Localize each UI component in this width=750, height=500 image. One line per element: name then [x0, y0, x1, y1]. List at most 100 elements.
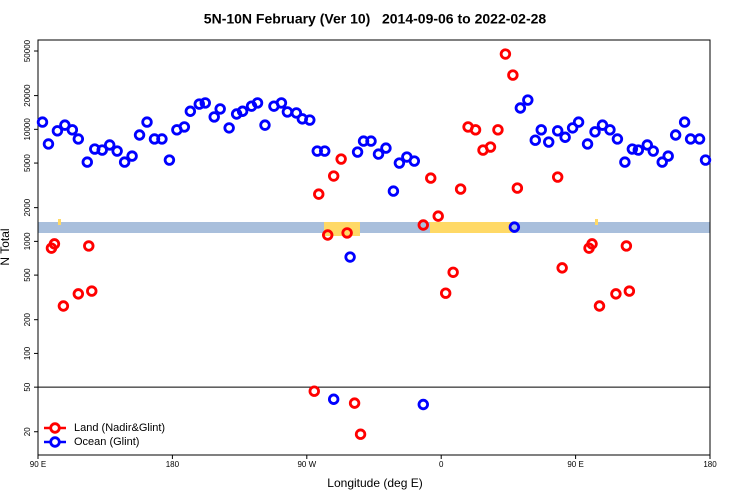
band-land [430, 222, 512, 233]
data-point [96, 144, 108, 156]
data-point [380, 142, 392, 154]
data-point [156, 133, 168, 145]
data-point [72, 288, 85, 300]
data-point [469, 124, 482, 136]
data-point [484, 141, 497, 153]
data-point [290, 107, 303, 119]
data-point [281, 106, 294, 118]
legend-marker [49, 436, 61, 448]
x-axis-label: Longitude (deg E) [327, 476, 422, 490]
data-point [439, 287, 452, 299]
data-point [327, 170, 340, 182]
data-point [556, 262, 568, 274]
y-tick-label: 2000 [23, 198, 32, 216]
data-point [693, 133, 706, 145]
data-point [559, 131, 571, 143]
legend-label: Land (Nadir&Glint) [74, 422, 165, 434]
data-point [344, 251, 356, 263]
x-tick-label: 180 [166, 460, 180, 469]
data-point [647, 145, 659, 157]
data-point [447, 266, 459, 278]
data-point [327, 393, 340, 405]
x-tick-label: 0 [439, 460, 444, 469]
data-point [251, 97, 264, 109]
data-point [492, 124, 504, 136]
data-point [699, 154, 712, 166]
data-point [387, 185, 400, 197]
data-point [632, 144, 645, 156]
data-point [193, 98, 205, 110]
data-point [365, 135, 377, 147]
data-point [620, 240, 633, 252]
data-point [372, 148, 385, 160]
band-ocean [38, 222, 710, 233]
y-tick-label: 10000 [23, 118, 32, 141]
y-tick-label: 20 [23, 427, 32, 436]
data-point [178, 121, 191, 133]
data-point [623, 285, 636, 297]
data-point [126, 150, 138, 162]
data-point [184, 105, 197, 117]
data-point [684, 133, 697, 145]
data-point [425, 172, 437, 184]
data-point [275, 97, 288, 109]
x-tick-label: 90 W [297, 460, 316, 469]
data-point [86, 285, 98, 297]
data-point [678, 116, 691, 128]
data-point [259, 119, 271, 131]
data-point [81, 156, 93, 168]
data-point [304, 114, 316, 126]
data-point [313, 188, 325, 200]
data-point [199, 97, 211, 109]
data-point [586, 238, 598, 250]
data-point [393, 157, 406, 169]
y-axis-label: N Total [0, 228, 12, 265]
data-point [214, 103, 226, 115]
data-point [103, 139, 116, 151]
data-point [417, 219, 429, 231]
land-mask-band [38, 219, 710, 236]
data-point [208, 111, 220, 123]
data-point [581, 138, 594, 150]
data-point [141, 116, 153, 128]
data-point [322, 229, 334, 241]
data-point [408, 155, 421, 167]
legend-marker [49, 422, 61, 434]
data-point [543, 136, 555, 148]
x-tick-label: 90 E [30, 460, 46, 469]
data-point [48, 238, 61, 250]
y-tick-label: 50 [23, 382, 32, 391]
data-point [499, 48, 512, 60]
band-land [58, 219, 61, 225]
data-point [593, 300, 606, 312]
data-point [662, 150, 674, 162]
data-point [566, 122, 579, 134]
data-point [236, 105, 249, 117]
data-point [604, 124, 616, 136]
data-point [626, 143, 639, 155]
data-point [669, 129, 682, 141]
x-tick-label: 90 E [567, 460, 583, 469]
y-tick-label: 200 [23, 312, 32, 326]
data-point [223, 122, 235, 134]
chart-title: 5N-10N February (Ver 10) 2014-09-06 to 2… [204, 11, 547, 27]
legend: Land (Nadir&Glint) Ocean (Glint) [44, 422, 165, 448]
data-point [432, 210, 444, 222]
y-tick-label: 100 [23, 346, 32, 360]
data-point [83, 240, 95, 252]
data-point [133, 129, 146, 141]
data-point [118, 156, 131, 168]
data-point [535, 124, 547, 136]
data-point [111, 145, 123, 157]
y-tick-label: 5000 [23, 154, 32, 172]
data-point [514, 102, 527, 114]
y-tick-label: 1000 [23, 232, 32, 250]
band-land [595, 219, 598, 225]
y-tick-label: 500 [23, 268, 32, 282]
x-tick-label: 180 [703, 460, 717, 469]
data-point [72, 133, 85, 145]
data-point [610, 288, 622, 300]
data-point [619, 156, 631, 168]
data-point [417, 398, 429, 411]
